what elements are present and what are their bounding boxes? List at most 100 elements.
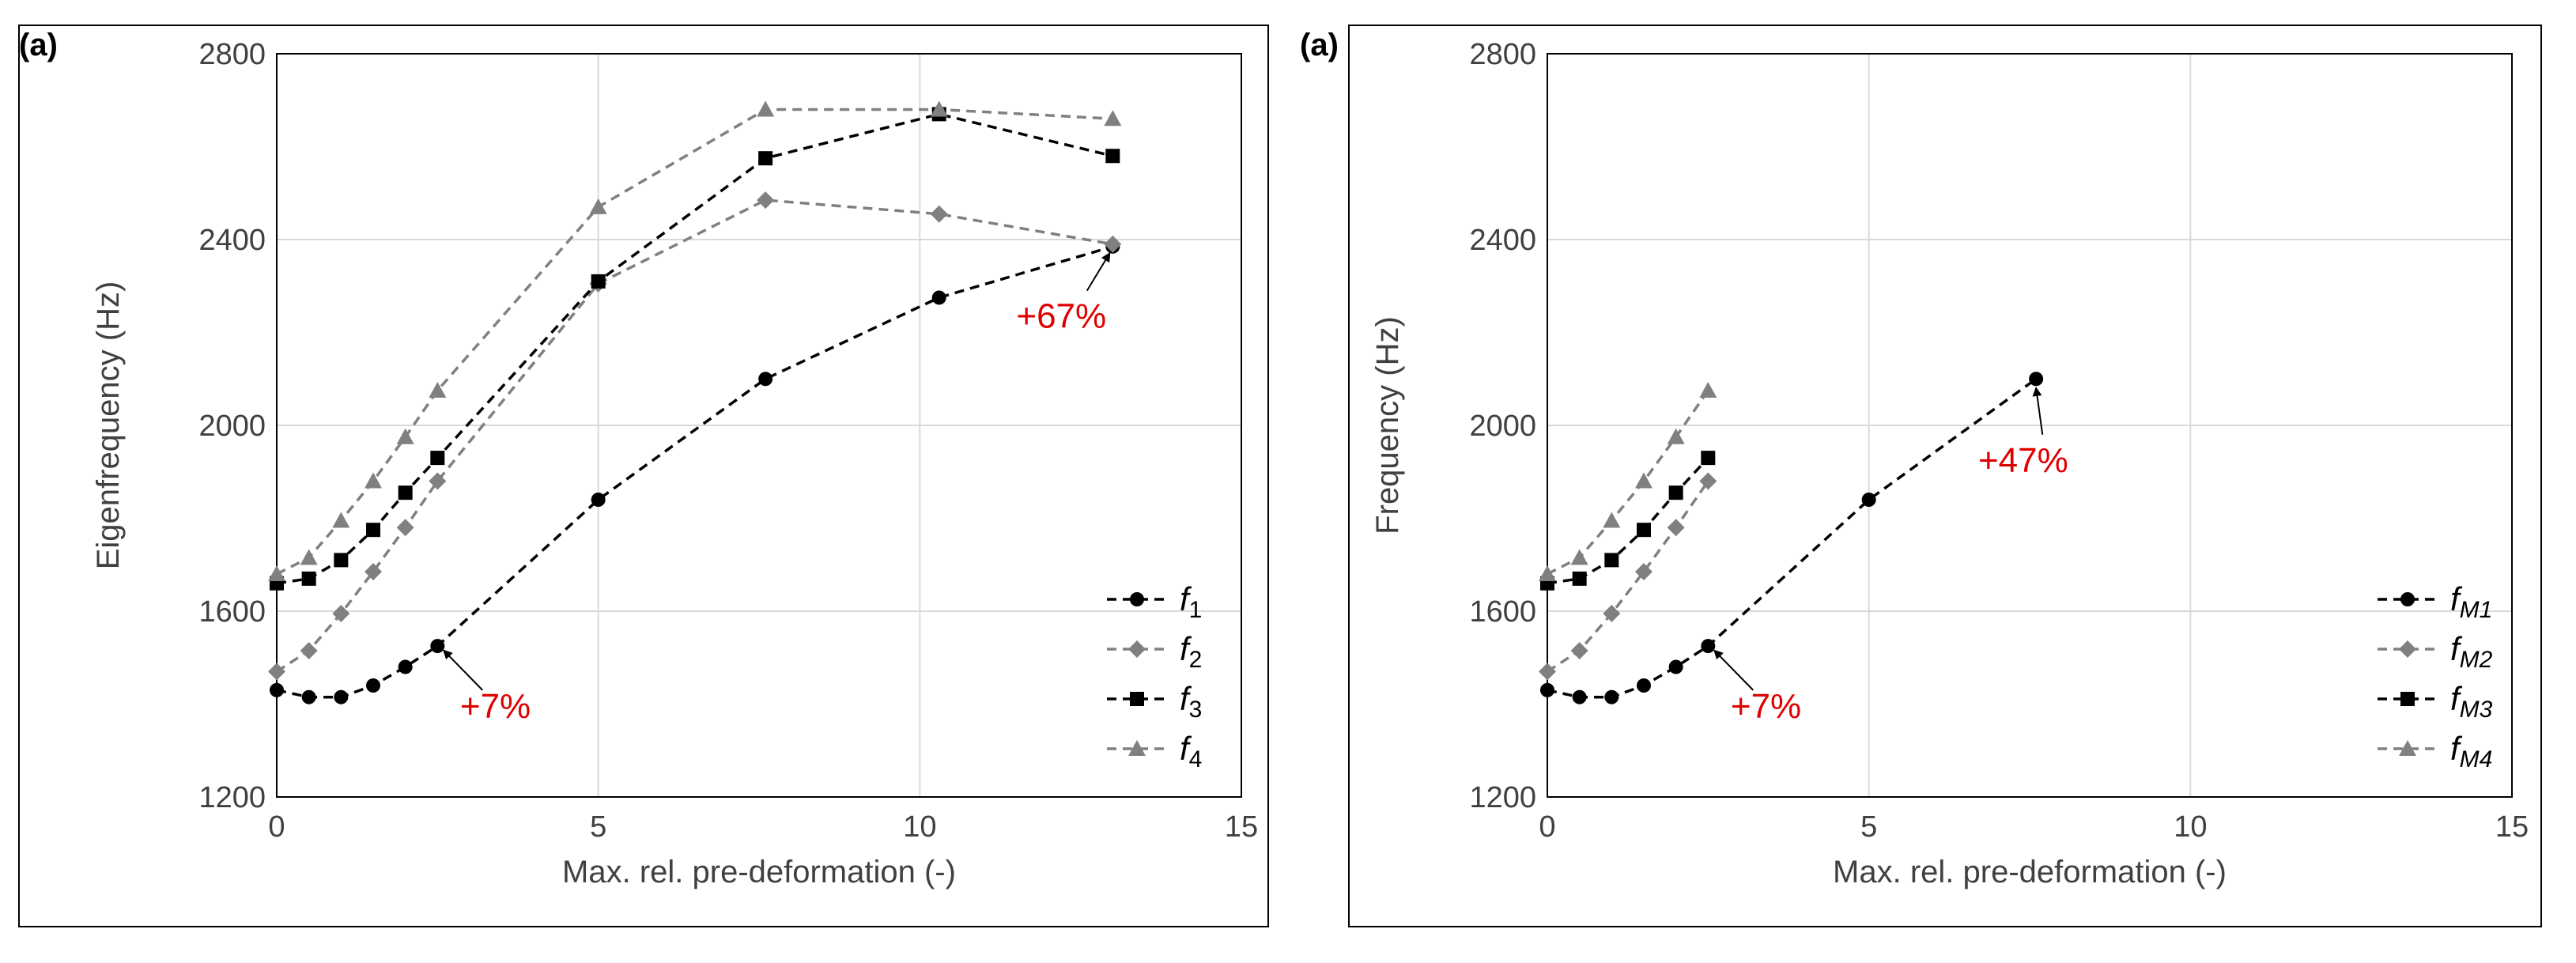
data-point [1539,565,1556,581]
legend-marker [2399,640,2416,658]
y-tick-label: 2800 [1469,38,1536,71]
data-point [268,663,285,681]
data-point [930,205,948,223]
data-point [1701,451,1716,466]
legend-item: f3 [1107,680,1202,723]
data-point [1861,493,1876,507]
y-tick-label: 1600 [1469,595,1536,629]
data-point [758,151,773,166]
annotation-arrow [443,649,483,691]
legend-item: fM4 [2378,730,2492,772]
y-tick-label: 2400 [198,224,266,257]
y-tick-label: 2400 [1469,224,1536,257]
data-point [398,659,413,674]
annotation-label: +7% [460,687,531,726]
chart-1: (a) 0 5 10 15 1200 1600 2000 2400 2800 Max. rel. p… [18,25,1269,927]
data-point [430,639,445,654]
legend-marker [1130,592,1144,606]
data-point [1572,571,1587,586]
series-line [276,112,1113,585]
legend-marker [1128,640,1146,658]
data-point [1668,659,1683,674]
series-line [1547,480,1709,673]
data-point [429,472,447,490]
data-point [1104,110,1122,127]
legend-label: f1 [1180,580,1202,623]
series-line [276,245,1113,699]
legend-item: f1 [1107,580,1202,623]
x-tick-label: 5 [590,810,606,844]
data-point [1539,663,1556,681]
x-tick-label: 15 [1225,810,1258,844]
data-point [1667,519,1685,537]
legend-item: f4 [1107,730,1202,772]
legend-label: f2 [1180,630,1202,673]
data-point [429,381,447,398]
annotation: +47% [1978,387,2068,480]
data-point [301,571,316,586]
data-point [1701,639,1716,654]
data-point [757,191,775,210]
data-point [396,519,414,537]
x-tick-label: 5 [1860,810,1877,844]
data-point [591,274,606,289]
annotation: +67% [1016,251,1111,336]
x-axis-label: Max. rel. pre-deformation (-) [1833,855,2227,889]
annotation-label: +67% [1016,297,1106,336]
legend: fM1 fM2 fM3 fM4 [2378,580,2493,772]
series-fM1 [1540,372,2044,704]
data-point [1635,472,1652,489]
data-point [757,100,775,117]
data-point [366,678,380,693]
series-line [276,198,1113,673]
annotation-arrow [2032,387,2044,435]
annotation-arrow [1713,649,1754,691]
data-point [396,428,414,444]
series-f4 [268,100,1122,581]
y-tick-label: 2000 [1469,410,1536,443]
data-point [300,549,318,565]
x-tick-label: 10 [2174,810,2207,844]
data-point [931,290,946,305]
data-point [301,689,316,704]
x-tick-label: 15 [2495,810,2529,844]
data-point [1699,472,1717,490]
series-f3 [270,107,1120,591]
data-point [364,472,382,489]
y-axis-label: Frequency (Hz) [1370,316,1405,534]
data-point [1105,149,1120,164]
data-point [2029,372,2044,387]
annotation-label: +47% [1978,441,2068,480]
legend-marker [1130,692,1144,706]
series-fM2 [1539,472,1717,681]
legend-item: fM1 [2378,580,2492,623]
data-point [364,563,382,581]
data-point [1668,485,1683,500]
data-point [1540,682,1554,697]
annotation-arrow [1086,251,1111,292]
data-point [334,553,349,568]
panel-label: (a) [1300,28,1339,62]
annotation-label: +7% [1731,687,1801,726]
data-point [1570,641,1588,659]
data-point [1637,523,1651,538]
series-f2 [268,191,1122,681]
data-point [430,451,445,466]
data-point [1635,563,1652,581]
plot-area [276,53,1242,798]
data-point [332,512,350,528]
y-axis-label: Eigenfrequency (Hz) [91,281,126,570]
series-fM4 [1539,381,1717,581]
legend-label: f3 [1180,680,1202,723]
data-point [1603,604,1621,622]
y-tick-label: 2000 [198,410,266,443]
data-point [589,198,607,214]
data-point [930,100,948,117]
data-point [1667,428,1685,444]
data-point [270,682,284,697]
series-line [1547,377,2038,699]
data-point [758,372,773,387]
data-point [366,523,380,538]
